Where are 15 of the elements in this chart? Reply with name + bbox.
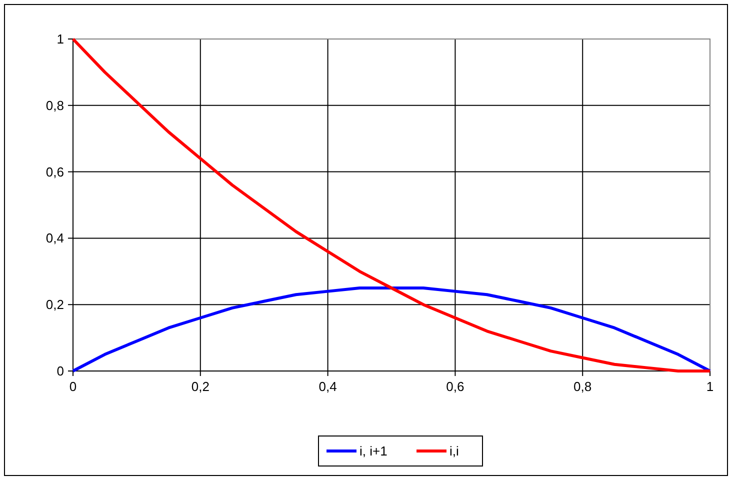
x-tick-label: 0,8 [574, 379, 592, 394]
line-series [72, 38, 712, 372]
y-tick-label: 0,2 [46, 297, 64, 312]
y-tick-label: 0 [56, 364, 64, 378]
x-tick-label: 1 [706, 379, 714, 394]
y-tick-label: 0,8 [46, 98, 64, 113]
x-tick-label: 0 [69, 379, 77, 394]
legend-label: i,i [450, 444, 459, 458]
y-tick-label: 1 [56, 32, 64, 46]
y-tick-label: 0,4 [46, 230, 64, 246]
y-tick-label: 0,6 [46, 164, 64, 180]
x-tick-label: 0,4 [318, 379, 337, 394]
x-tick-label: 0,2 [191, 379, 210, 394]
legend-label: i, i+1 [360, 444, 388, 458]
x-tick-label: 0,6 [446, 379, 464, 394]
